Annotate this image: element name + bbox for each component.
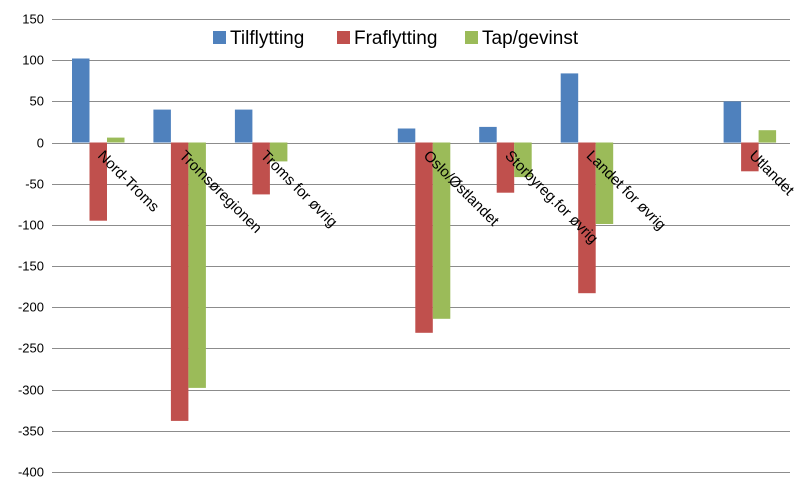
bar-tap-gevinst-tromsoregionen [188, 142, 206, 388]
bar-tap-gevinst-nord-troms [107, 137, 125, 143]
bar-fraflytting-troms-for-ovrig [252, 142, 270, 195]
legend-swatch [337, 31, 350, 44]
legend-label: Tilflytting [230, 28, 304, 49]
bar-tilflytting-nord-troms [72, 58, 90, 143]
y-tick-label: -250 [18, 341, 44, 356]
y-tick-label: 150 [22, 12, 44, 27]
legend: Tilflytting Fraflytting Tap/gevinst [213, 28, 579, 49]
y-tick-label: -200 [18, 300, 44, 315]
bar-fraflytting-nord-troms [89, 142, 107, 221]
bar-fraflytting-utlandet [741, 142, 759, 172]
legend-item-fraflytting: Fraflytting [337, 28, 437, 49]
bar-tilflytting-landet-for-ovrig [560, 73, 579, 143]
bar-tap-gevinst-troms-for-ovrig [269, 142, 288, 162]
legend-label: Fraflytting [354, 28, 437, 49]
legend-swatch [213, 31, 226, 44]
bar-tilflytting-storbyreg-for-ovrig [479, 126, 497, 143]
bar-fraflytting-landet-for-ovrig [578, 142, 596, 294]
y-tick-label: -300 [18, 383, 44, 398]
y-tick-label: -400 [18, 465, 44, 478]
legend-swatch [465, 31, 478, 44]
y-tick-label: 100 [22, 53, 44, 68]
bar-fraflytting-tromsoregionen [170, 142, 189, 421]
category-label-utlandet: Utlandet [746, 147, 798, 199]
y-tick-label: 0 [37, 136, 44, 151]
legend-label: Tap/gevinst [482, 28, 579, 49]
bar-tilflytting-utlandet [723, 101, 742, 143]
y-tick-label: -150 [18, 259, 44, 274]
bar-tap-gevinst-oslo-ostlandet [432, 142, 451, 319]
bars [72, 58, 777, 421]
y-tick-label: -350 [18, 424, 44, 439]
legend-item-tilflytting: Tilflytting [213, 28, 304, 49]
bar-fraflytting-storbyreg-for-ovrig [496, 142, 515, 193]
y-axis-ticks: -400 -350 -300 -250 -200 -150 -100 -50 0 50 100 150 [18, 12, 44, 478]
bar-tilflytting-tromsoregionen [153, 109, 171, 143]
legend-item-tap-gevinst: Tap/gevinst [465, 28, 579, 49]
bar-tilflytting-oslo-ostlandet [397, 128, 416, 143]
bar-tap-gevinst-utlandet [758, 130, 777, 143]
y-tick-label: -50 [25, 177, 44, 192]
bar-tap-gevinst-storbyreg-for-ovrig [514, 142, 532, 178]
y-tick-label: -100 [18, 218, 44, 233]
bar-fraflytting-oslo-ostlandet [415, 142, 433, 333]
y-tick-label: 50 [30, 94, 44, 109]
bar-tilflytting-troms-for-ovrig [234, 109, 253, 143]
bar-tap-gevinst-landet-for-ovrig [595, 142, 614, 224]
